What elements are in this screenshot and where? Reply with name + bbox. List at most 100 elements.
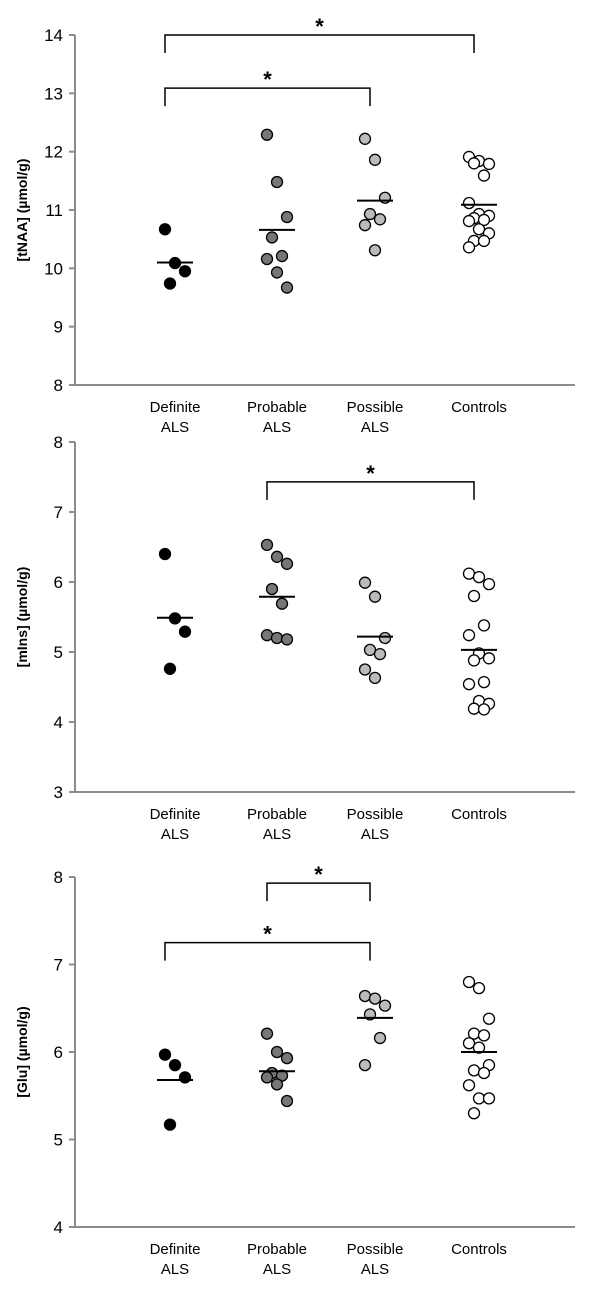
data-point xyxy=(477,213,491,227)
y-tick-label: 8 xyxy=(54,868,63,887)
data-point xyxy=(368,153,382,166)
data-point xyxy=(378,631,392,645)
data-point xyxy=(280,633,294,646)
data-point xyxy=(467,1107,481,1120)
x-tick-label: ALS xyxy=(263,419,291,436)
data-point xyxy=(280,557,294,570)
data-point xyxy=(158,1048,172,1061)
significance-bracket xyxy=(266,481,475,500)
data-point xyxy=(482,157,496,171)
data-point xyxy=(477,619,491,632)
data-point xyxy=(178,265,192,278)
data-point xyxy=(373,1031,387,1045)
data-point xyxy=(373,647,387,661)
data-point xyxy=(280,210,294,224)
data-point xyxy=(270,1045,284,1059)
data-point xyxy=(368,992,382,1005)
x-tick-label: ALS xyxy=(161,826,189,843)
data-point xyxy=(260,1071,274,1084)
significance-bracket xyxy=(266,882,371,902)
y-tick-label: 5 xyxy=(54,643,63,662)
x-tick-label: Definite xyxy=(150,806,201,823)
y-tick-label: 6 xyxy=(54,573,63,592)
y-tick-label: 12 xyxy=(44,143,63,162)
data-point xyxy=(158,223,172,236)
data-point xyxy=(163,662,177,675)
x-tick-label: Possible xyxy=(347,399,404,416)
data-point xyxy=(270,631,284,645)
y-tick-label: 7 xyxy=(54,503,63,522)
data-point xyxy=(265,231,279,244)
data-point xyxy=(358,576,372,589)
significance-label: * xyxy=(314,862,323,887)
data-point xyxy=(358,219,372,232)
x-tick-label: Controls xyxy=(451,399,507,416)
data-point xyxy=(270,550,284,563)
x-tick-label: Controls xyxy=(451,806,507,823)
x-tick-label: Controls xyxy=(451,1241,507,1258)
x-tick-label: ALS xyxy=(361,1261,389,1278)
data-point xyxy=(363,207,377,221)
y-tick-label: 13 xyxy=(44,84,63,103)
data-point xyxy=(358,1058,372,1072)
data-point xyxy=(280,1051,294,1065)
y-tick-label: 8 xyxy=(54,433,63,452)
data-point xyxy=(270,1078,284,1091)
y-axis-label: [mIns] (µmol/g) xyxy=(14,567,30,668)
y-tick-label: 3 xyxy=(54,783,63,802)
data-point xyxy=(280,1094,294,1108)
data-point xyxy=(462,1037,476,1050)
data-point xyxy=(472,570,486,584)
data-point xyxy=(462,975,476,989)
data-point xyxy=(477,1029,491,1042)
data-point xyxy=(378,999,392,1012)
significance-label: * xyxy=(366,461,375,486)
data-point xyxy=(368,590,382,603)
data-point xyxy=(462,241,476,254)
data-point xyxy=(462,214,476,228)
x-tick-label: Possible xyxy=(347,1241,404,1258)
data-point xyxy=(462,678,476,691)
x-tick-label: ALS xyxy=(361,419,389,436)
data-point xyxy=(368,244,382,257)
data-point xyxy=(462,196,476,210)
y-tick-label: 11 xyxy=(45,201,63,220)
data-point xyxy=(467,589,481,603)
y-tick-label: 8 xyxy=(54,376,63,395)
x-tick-label: ALS xyxy=(161,419,189,436)
x-tick-label: ALS xyxy=(161,1261,189,1278)
data-point xyxy=(260,252,274,266)
y-tick-label: 4 xyxy=(54,1218,63,1237)
y-axis-label: [tNAA] (µmol/g) xyxy=(14,159,30,262)
data-point xyxy=(467,702,481,715)
data-point xyxy=(358,663,372,676)
y-tick-label: 14 xyxy=(44,26,63,45)
data-point xyxy=(482,1092,496,1105)
x-tick-label: Probable xyxy=(247,1241,307,1258)
data-point xyxy=(477,234,491,248)
data-point xyxy=(477,703,491,716)
x-tick-label: ALS xyxy=(263,1261,291,1278)
significance-bracket xyxy=(164,34,475,53)
significance-label: * xyxy=(263,922,272,947)
data-point xyxy=(477,675,491,689)
significance-bracket xyxy=(164,941,371,961)
data-point xyxy=(373,213,387,226)
data-point xyxy=(472,1041,486,1054)
data-point xyxy=(363,643,377,657)
data-point xyxy=(168,1058,182,1072)
data-point xyxy=(358,989,372,1003)
data-point xyxy=(467,654,481,667)
y-axis-label: [Glu] (µmol/g) xyxy=(14,1006,30,1097)
significance-bracket xyxy=(164,87,371,107)
data-point xyxy=(462,1079,476,1092)
data-point xyxy=(275,249,289,263)
data-point xyxy=(260,1027,274,1040)
significance-label: * xyxy=(263,67,272,92)
x-tick-label: ALS xyxy=(263,826,291,843)
y-tick-label: 4 xyxy=(54,713,63,732)
data-point xyxy=(265,582,279,596)
x-tick-label: Possible xyxy=(347,806,404,823)
data-point xyxy=(178,1071,192,1084)
